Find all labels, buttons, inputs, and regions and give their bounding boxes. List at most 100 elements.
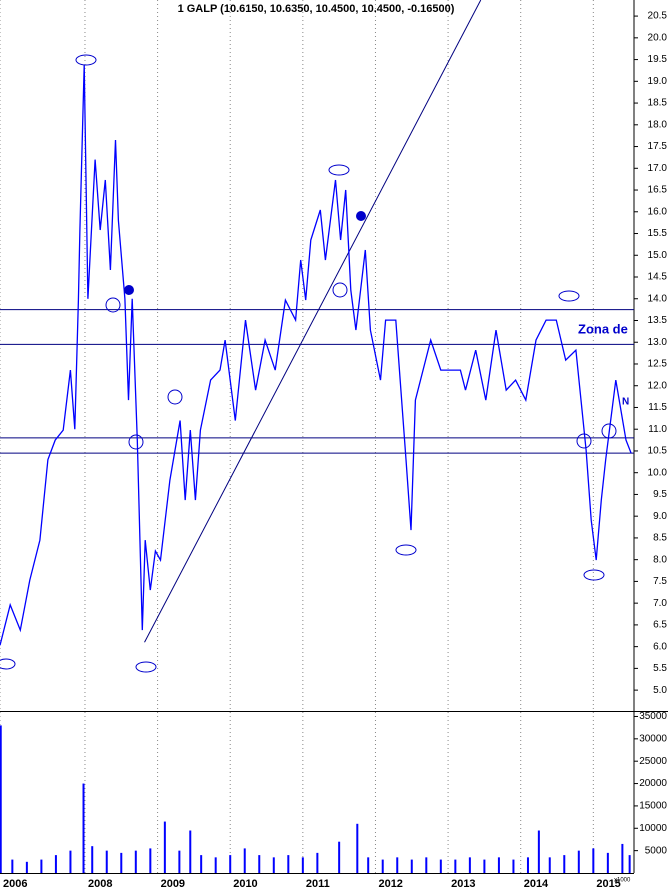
volume-bar [272,857,275,873]
y-tick-label: 8.5 [653,533,667,544]
bombs [124,211,366,295]
bear-icon [75,54,97,66]
x-tick-label: 2009 [161,878,185,890]
y-tick-label: 8.0 [653,554,667,565]
bull-icon [135,661,157,673]
y-tick-label: 20000 [639,778,667,789]
y-tick-label: 16.5 [648,185,668,196]
volume-bar [621,843,624,873]
y-tick-label: 19.0 [648,76,668,87]
x-tick-label: 2014 [524,878,549,890]
y-tick-label: 11.0 [648,424,667,435]
volume-bar [229,855,232,873]
trend-line [144,0,482,643]
volume-bar [338,841,341,873]
icon [128,434,144,450]
y-tick-label: 13.0 [648,337,668,348]
volume-bar [316,852,319,873]
volume-bar [526,857,529,873]
y-tick-label: 18.5 [648,98,668,109]
icon [576,433,592,449]
chart-title: 1 GALP (10.6150, 10.6350, 10.4500, 10.45… [178,3,455,15]
volume-bar [214,857,217,873]
volume-bar [149,848,152,873]
bomb-icon [124,285,134,295]
y-tick-label: 6.0 [653,641,667,652]
icons [0,54,617,673]
y-tick-label: 17.5 [648,141,668,152]
y-tick-label: 9.0 [653,511,667,522]
y-tick-label: 11.5 [648,402,667,413]
volume-bar [243,848,246,873]
y-tick-label: 35000 [639,711,667,722]
y-tick-label: 6.5 [653,620,667,631]
volume-bar [512,859,515,873]
y-tick-label: 13.5 [648,315,668,326]
y-tick-label: 7.0 [653,598,667,609]
bear-icon [328,164,350,176]
y-tick-label: 18.0 [648,119,668,130]
volume-bar [25,861,28,873]
volume-bar [200,855,203,873]
y-tick-label: 15000 [639,801,667,812]
volume-bar [105,850,108,873]
x-tick-label: 2013 [451,878,475,890]
volume-bar [163,821,166,873]
volume-bar [367,857,370,873]
y-tick-label: 20.0 [648,32,668,43]
y-tick-label: 10.5 [648,446,668,457]
bull-icon [395,544,417,556]
x-tick-label: 2010 [233,878,257,890]
y-tick-label: 9.5 [653,489,667,500]
y-tick-label: 12.0 [648,380,668,391]
y-tick-label: 20.5 [648,11,668,22]
volume-bar [497,857,500,873]
bull-icon [0,658,16,670]
y-tick-label: 19.5 [648,54,668,65]
volume-bar [69,850,72,873]
volume-bar [548,857,551,873]
unit-label: x1000 [614,878,631,884]
x-tick-label: 2015 [596,878,620,890]
y-tick-label: 5.0 [653,685,667,696]
bear-icon [558,290,580,302]
y-tick-label: 15.5 [648,228,668,239]
volume-bar [606,852,609,873]
y-tick-label: 5000 [645,845,668,856]
volume-bar [563,855,566,873]
annotation: Zona de [578,321,628,336]
volume-bar [410,859,413,873]
y-tick-label: 12.5 [648,359,668,370]
volume-bar [11,859,14,873]
volume-bar [301,857,304,873]
volume-bar [40,859,43,873]
volume-bar [189,830,192,873]
volume-bar [54,855,57,873]
x-tick-label: 2008 [88,878,112,890]
volume-bar [425,857,428,873]
y-tick-label: 16.0 [648,206,668,217]
volume-bar [396,857,399,873]
icon [167,389,183,405]
x-tick-label: 2012 [378,878,402,890]
volume-bar [483,859,486,873]
y-tick-label: 14.0 [648,293,668,304]
y-tick-label: 10000 [639,823,667,834]
volume-bar [91,846,94,873]
y-tick-label: 25000 [639,756,667,767]
volume-bar [120,852,123,873]
y-tick-label: 10.0 [648,467,668,478]
x-tick-label: 2006 [3,878,27,890]
price-line [0,64,632,646]
volume-bar [454,859,457,873]
volume-bar [134,850,137,873]
volume-bar [381,859,384,873]
volume-bar [178,850,181,873]
x-tick-label: 2011 [306,878,330,890]
volume-bar [0,725,2,873]
annotation: N [622,397,629,408]
volume-bar [287,855,290,873]
